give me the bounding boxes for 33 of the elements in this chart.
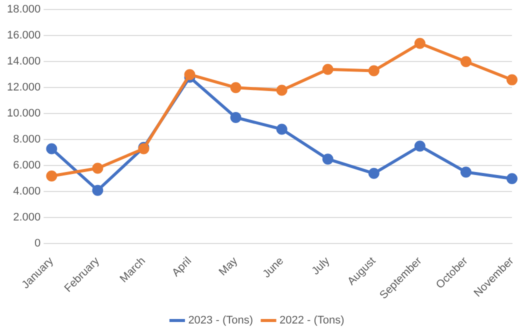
point [276, 84, 288, 96]
y-tick-label: 8.000 [13, 134, 41, 146]
x-tick-label: July [310, 254, 332, 278]
point [92, 162, 104, 174]
point [184, 69, 196, 80]
point [230, 82, 242, 94]
y-tick-label: 14.000 [6, 56, 41, 68]
point [368, 65, 380, 76]
y-tick-label: 6.000 [13, 160, 41, 172]
y-tick-label: 12.000 [6, 82, 41, 94]
point [276, 124, 288, 135]
point [414, 38, 426, 49]
point [230, 112, 242, 124]
point [46, 143, 58, 154]
point [460, 56, 472, 68]
legend-label: 2023 - (Tons) [188, 314, 254, 327]
y-tick-label: 4.000 [13, 186, 41, 198]
x-tick-label: May [216, 254, 240, 278]
point [322, 64, 334, 75]
y-tick-label: 16.000 [6, 30, 41, 42]
y-tick-label: 0 [34, 238, 41, 250]
y-tick-label: 2.000 [13, 212, 41, 224]
point [46, 170, 58, 182]
y-tick-label: 18.000 [6, 4, 41, 16]
point [506, 173, 518, 184]
point [322, 154, 334, 165]
legend-label: 2022 - (Tons) [280, 314, 344, 327]
point [92, 184, 104, 196]
y-tick-label: 10.000 [6, 108, 41, 120]
point [460, 166, 472, 178]
point [414, 140, 426, 152]
point [506, 74, 518, 86]
point [368, 168, 380, 179]
